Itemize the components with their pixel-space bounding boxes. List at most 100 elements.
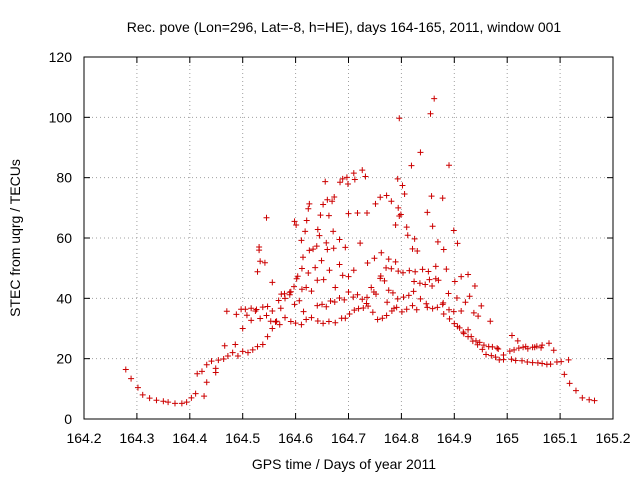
data-point — [264, 333, 271, 340]
data-point — [198, 368, 205, 375]
data-point — [508, 332, 515, 339]
data-point — [308, 288, 315, 295]
data-point — [465, 333, 472, 340]
data-point — [480, 342, 487, 349]
data-point — [515, 345, 522, 352]
data-point — [529, 359, 536, 366]
x-tick-label: 165 — [496, 430, 520, 446]
data-point — [531, 344, 538, 351]
data-point — [192, 390, 199, 397]
data-point — [298, 265, 305, 272]
data-point — [336, 261, 343, 268]
data-point — [273, 318, 280, 325]
data-point — [229, 349, 236, 356]
data-point — [330, 245, 337, 252]
data-point — [325, 212, 332, 219]
data-point — [239, 325, 246, 332]
data-point — [201, 393, 208, 400]
data-point — [165, 399, 172, 406]
data-point — [425, 268, 432, 275]
data-point — [293, 222, 300, 229]
data-point — [428, 193, 435, 200]
data-point — [139, 391, 146, 398]
data-point — [397, 211, 404, 218]
data-point — [390, 305, 397, 312]
data-point — [412, 268, 419, 275]
data-point — [519, 357, 526, 364]
data-point — [512, 357, 519, 364]
x-tick-label: 164.5 — [225, 430, 260, 446]
data-point — [395, 268, 402, 275]
x-tick-label: 164.2 — [66, 430, 101, 446]
data-point — [370, 288, 377, 295]
data-point — [409, 245, 416, 252]
data-point — [413, 306, 420, 313]
data-point — [320, 276, 327, 283]
data-point — [435, 277, 442, 284]
y-tick-label: 20 — [56, 351, 72, 367]
data-point — [171, 400, 178, 407]
data-point — [586, 396, 593, 403]
data-point — [511, 346, 518, 353]
x-tick-label: 164.4 — [172, 430, 207, 446]
data-point — [314, 277, 321, 284]
data-point — [579, 394, 586, 401]
data-point — [424, 304, 431, 311]
data-point — [261, 259, 268, 266]
data-point — [388, 198, 395, 205]
axis-ticks — [83, 56, 614, 420]
data-point — [488, 352, 495, 359]
data-point — [470, 309, 477, 316]
data-point — [153, 397, 160, 404]
data-point — [317, 212, 324, 219]
data-point — [539, 342, 546, 349]
data-point — [160, 398, 167, 405]
data-point — [291, 218, 298, 225]
data-point — [336, 295, 343, 302]
data-point — [256, 244, 263, 251]
data-point — [465, 271, 472, 278]
data-point — [355, 305, 362, 312]
data-point — [359, 296, 366, 303]
data-point — [450, 227, 457, 234]
data-point — [188, 394, 195, 401]
data-point — [232, 341, 239, 348]
data-point — [354, 291, 361, 298]
data-point — [403, 306, 410, 313]
data-point — [296, 297, 303, 304]
data-point — [314, 226, 321, 233]
data-point — [269, 279, 276, 286]
data-point — [326, 267, 333, 274]
data-point — [396, 115, 403, 122]
data-point — [331, 193, 338, 200]
data-point — [424, 209, 431, 216]
data-point — [128, 375, 135, 382]
data-point — [419, 266, 426, 273]
y-tick-label: 40 — [56, 290, 72, 306]
data-point — [224, 352, 231, 359]
x-tick-label: 164.7 — [331, 430, 366, 446]
data-point — [320, 201, 327, 208]
data-point — [325, 318, 332, 325]
data-point — [350, 294, 357, 301]
data-point — [287, 288, 294, 295]
data-point — [314, 302, 321, 309]
data-point — [254, 343, 261, 350]
data-point — [547, 361, 554, 368]
data-point — [344, 181, 351, 188]
data-point — [324, 246, 331, 253]
data-point — [534, 359, 541, 366]
data-point — [458, 273, 465, 280]
data-point — [259, 304, 266, 311]
data-point — [278, 291, 285, 298]
data-point — [371, 255, 378, 262]
data-point — [337, 179, 344, 186]
data-point — [212, 369, 219, 376]
x-tick-label: 164.9 — [437, 430, 472, 446]
x-tick-label: 165.2 — [595, 430, 630, 446]
data-point — [306, 247, 313, 254]
data-point — [372, 200, 379, 207]
data-point — [439, 195, 446, 202]
data-point — [429, 282, 436, 289]
data-point — [446, 162, 453, 169]
